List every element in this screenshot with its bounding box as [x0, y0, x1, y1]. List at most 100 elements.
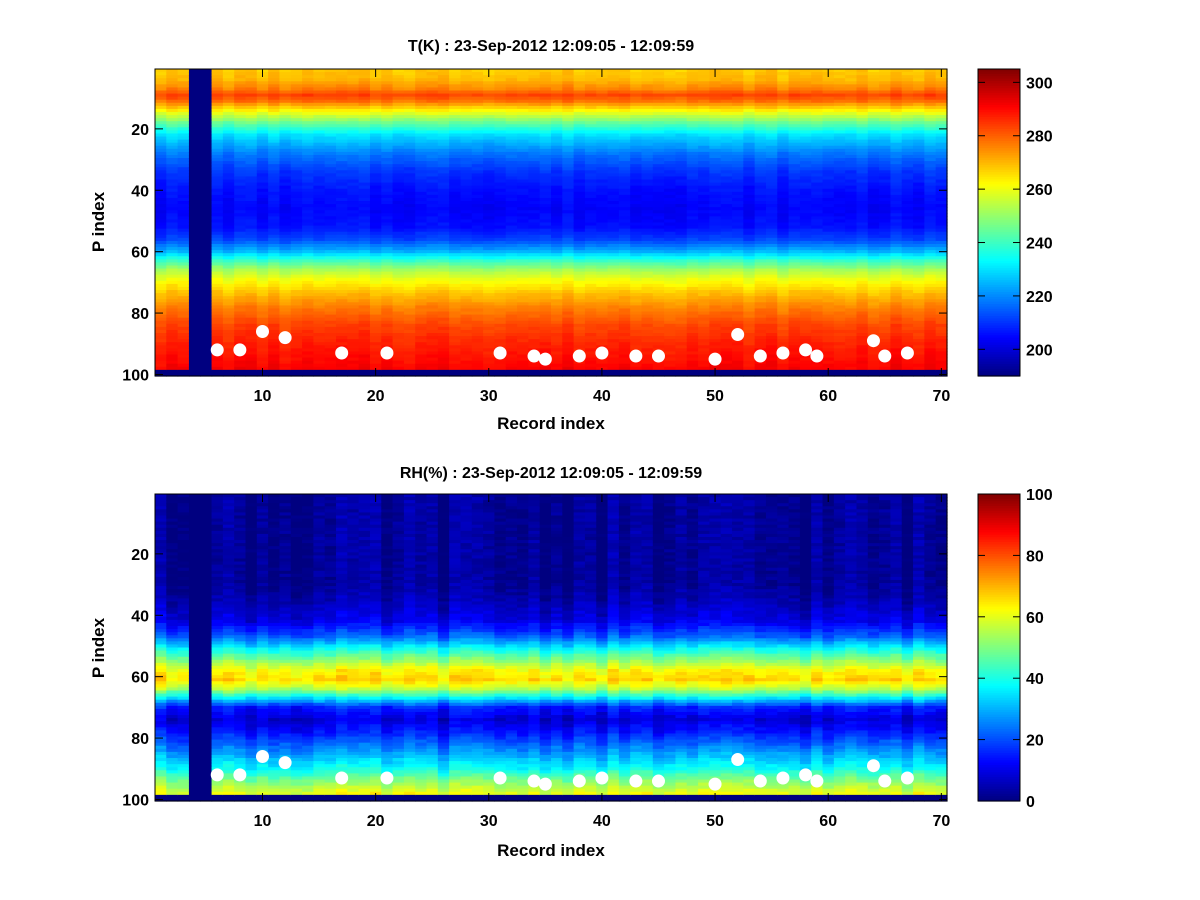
- heatmap-cell: [166, 293, 179, 297]
- heatmap-cell: [222, 133, 235, 138]
- heatmap-cell: [177, 111, 190, 116]
- heatmap-cell: [166, 136, 179, 141]
- heatmap-cell: [222, 197, 235, 202]
- heatmap-cell: [256, 357, 269, 362]
- heatmap-cell: [200, 216, 213, 221]
- heatmap-cell: [347, 265, 360, 270]
- heatmap-cell: [211, 339, 224, 343]
- heatmap-cell: [256, 342, 269, 346]
- heatmap-cell: [347, 333, 360, 337]
- heatmap-cell: [336, 360, 348, 365]
- heatmap-cell: [290, 84, 303, 89]
- heatmap-cell: [166, 302, 179, 306]
- heatmap-cell: [245, 154, 258, 159]
- heatmap-cell: [336, 108, 348, 113]
- heatmap-cell: [155, 290, 167, 294]
- heatmap-cell: [256, 345, 269, 349]
- heatmap-cell: [290, 124, 303, 128]
- heatmap-cell: [166, 360, 179, 365]
- heatmap-cell: [279, 111, 292, 116]
- heatmap-cell: [313, 191, 326, 196]
- heatmap-cell: [268, 250, 281, 254]
- heatmap-cell: [177, 87, 190, 92]
- heatmap-cell: [155, 99, 167, 104]
- heatmap-cell: [177, 333, 190, 337]
- heatmap-cell: [245, 84, 258, 89]
- heatmap-cell: [177, 231, 190, 236]
- heatmap-cell: [381, 237, 394, 242]
- heatmap-cell: [234, 84, 247, 89]
- heatmap-cell: [324, 124, 337, 128]
- heatmap-cell: [245, 228, 258, 233]
- heatmap-cell: [166, 164, 179, 168]
- heatmap-cell: [155, 111, 167, 116]
- heatmap-cell: [234, 333, 247, 337]
- heatmap-cell: [211, 213, 224, 217]
- heatmap-cell: [336, 247, 348, 251]
- heatmap-cell: [358, 133, 371, 138]
- heatmap-cell: [234, 115, 247, 119]
- heatmap-cell: [358, 268, 371, 273]
- heatmap-cell: [234, 81, 247, 85]
- heatmap-cell: [234, 87, 247, 92]
- heatmap-cell: [324, 320, 337, 325]
- heatmap-cell: [302, 299, 314, 303]
- heatmap-cell: [347, 296, 360, 300]
- heatmap-cell: [268, 351, 281, 356]
- heatmap-cell: [234, 363, 247, 368]
- heatmap-cell: [177, 240, 190, 245]
- heatmap-cell: [324, 296, 337, 300]
- heatmap-cell: [324, 87, 337, 92]
- heatmap-cell: [369, 185, 382, 190]
- heatmap-cell: [313, 154, 326, 159]
- heatmap-cell: [177, 161, 190, 165]
- heatmap-cell: [313, 81, 326, 85]
- heatmap-cell: [392, 87, 405, 92]
- heatmap-cell: [369, 290, 382, 294]
- heatmap-cell: [347, 111, 360, 116]
- heatmap-cell: [177, 84, 190, 89]
- heatmap-cell: [188, 78, 201, 82]
- heatmap-cell: [256, 179, 269, 184]
- heatmap-cell: [155, 124, 167, 128]
- heatmap-cell: [222, 268, 235, 273]
- heatmap-cell: [381, 127, 394, 131]
- heatmap-cell: [245, 311, 258, 316]
- heatmap-cell: [222, 234, 235, 239]
- heatmap-cell: [256, 256, 269, 260]
- heatmap-cell: [324, 333, 337, 337]
- heatmap-cell: [313, 250, 326, 254]
- heatmap-cell: [302, 225, 314, 230]
- heatmap-cell: [358, 191, 371, 196]
- heatmap-cell: [290, 296, 303, 300]
- heatmap-cell: [336, 145, 348, 150]
- heatmap-cell: [369, 111, 382, 116]
- heatmap-cell: [234, 158, 247, 162]
- heatmap-cell: [245, 121, 258, 125]
- heatmap-cell: [369, 164, 382, 168]
- heatmap-cell: [381, 283, 394, 288]
- heatmap-cell: [336, 136, 348, 141]
- heatmap-cell: [313, 323, 326, 328]
- heatmap-cell: [358, 115, 371, 119]
- heatmap-cell: [302, 286, 314, 291]
- heatmap-cell: [222, 326, 235, 331]
- heatmap-cell: [200, 342, 213, 346]
- heatmap-cell: [166, 170, 179, 174]
- heatmap-cell: [166, 78, 179, 82]
- heatmap-cell: [155, 204, 167, 208]
- heatmap-cell: [268, 93, 281, 98]
- heatmap-cell: [188, 345, 201, 349]
- heatmap-cell: [313, 130, 326, 135]
- heatmap-cell: [290, 265, 303, 270]
- heatmap-cell: [369, 78, 382, 82]
- heatmap-cell: [347, 108, 360, 113]
- heatmap-cell: [347, 243, 360, 248]
- heatmap-cell: [177, 253, 190, 257]
- heatmap-cell: [177, 326, 190, 331]
- heatmap-cell: [268, 108, 281, 113]
- heatmap-area: [155, 69, 948, 377]
- heatmap-cell: [245, 210, 258, 214]
- heatmap-cell: [313, 268, 326, 273]
- heatmap-cell: [302, 247, 314, 251]
